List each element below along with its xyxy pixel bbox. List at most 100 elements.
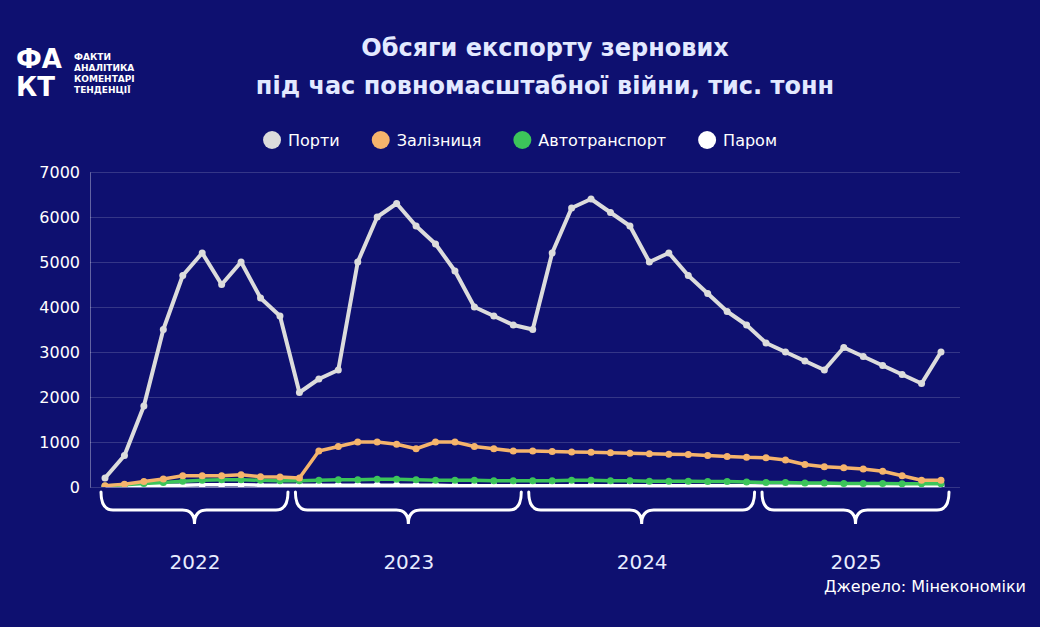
point: [490, 313, 497, 320]
grid-line: [90, 487, 960, 488]
year-brace: [295, 492, 521, 524]
point: [490, 477, 497, 484]
point: [860, 480, 867, 487]
point: [938, 349, 945, 356]
point: [782, 349, 789, 356]
point: [179, 472, 186, 479]
point: [276, 313, 283, 320]
y-tick: 5000: [39, 253, 960, 272]
point: [102, 483, 109, 487]
point: [413, 476, 420, 483]
point: [393, 476, 400, 483]
y-axis-line: [90, 173, 91, 488]
point: [218, 472, 225, 479]
grid-line: [90, 307, 960, 308]
point: [646, 450, 653, 457]
point: [451, 268, 458, 275]
series-group: [102, 196, 945, 482]
point: [160, 326, 167, 333]
point: [374, 476, 381, 483]
point: [102, 475, 109, 482]
series-line: [105, 199, 941, 478]
logo-mark: КТ: [16, 72, 55, 102]
y-tick: 2000: [39, 388, 960, 407]
y-tick: 3000: [39, 343, 960, 362]
grid-line: [90, 397, 960, 398]
point: [879, 480, 886, 487]
y-tick: 4000: [39, 298, 960, 317]
year-brace: [101, 492, 288, 524]
point: [529, 326, 536, 333]
legend-label: Порти: [288, 131, 340, 150]
point: [238, 471, 245, 478]
subtitle: під час повномасштабної війни, тис. тонн: [256, 72, 834, 100]
point: [685, 478, 692, 485]
x-axis-line: [106, 487, 942, 488]
point: [549, 448, 556, 455]
point: [315, 376, 322, 383]
point: [140, 478, 147, 485]
point: [626, 223, 633, 230]
point: [510, 448, 517, 455]
year-brace: [762, 492, 949, 524]
grid-line: [90, 217, 960, 218]
y-tick-label: 1000: [39, 433, 80, 452]
point: [840, 344, 847, 351]
point: [102, 483, 109, 487]
x-axis: 2022202320242025: [106, 487, 942, 574]
grid-line: [90, 262, 960, 263]
y-tick-label: 6000: [39, 208, 80, 227]
x-tick: 2023: [300, 487, 434, 574]
point: [529, 448, 536, 455]
point: [393, 441, 400, 448]
point: [704, 290, 711, 297]
point: [879, 362, 886, 369]
point: [801, 358, 808, 365]
y-tick-label: 4000: [39, 298, 80, 317]
point: [199, 250, 206, 257]
background: [0, 0, 1040, 627]
point: [354, 259, 361, 266]
point: [704, 478, 711, 485]
point: [724, 308, 731, 315]
series-line: [105, 485, 941, 487]
point: [646, 259, 653, 266]
legend: ПортиЗалізницяАвтотранспортПаром: [263, 131, 777, 150]
point: [821, 479, 828, 486]
chart-svg: Обсяги експорту зерновихпід час повномас…: [0, 0, 1040, 627]
point: [840, 464, 847, 471]
point: [743, 322, 750, 329]
x-tick: 2025: [767, 487, 882, 574]
point: [607, 209, 614, 216]
point: [335, 367, 342, 374]
point: [626, 450, 633, 457]
series-line: [105, 479, 941, 486]
point: [354, 439, 361, 446]
point: [335, 443, 342, 450]
point: [471, 477, 478, 484]
y-tick: 6000: [39, 208, 960, 227]
point: [451, 439, 458, 446]
point: [413, 223, 420, 230]
point: [432, 477, 439, 484]
point: [121, 452, 128, 459]
point: [860, 466, 867, 473]
legend-item: Порти: [263, 131, 340, 150]
y-tick-label: 7000: [39, 163, 80, 182]
point: [724, 453, 731, 460]
point: [374, 214, 381, 221]
legend-label: Автотранспорт: [538, 131, 666, 150]
point: [899, 371, 906, 378]
point: [121, 481, 128, 487]
point: [121, 481, 128, 487]
series-group: [102, 439, 945, 488]
legend-item: Залізниця: [372, 131, 482, 150]
point: [763, 454, 770, 461]
point: [879, 468, 886, 475]
grid-line: [90, 442, 960, 443]
point: [315, 477, 322, 484]
chart-root: Обсяги експорту зерновихпід час повномас…: [0, 0, 1040, 627]
point: [529, 477, 536, 484]
logo: ФАКТФАКТИАНАЛІТИКАКОМЕНТАРІТЕНДЕНЦІЇ: [16, 44, 135, 102]
source: Джерело: Мінекономіки: [824, 577, 1026, 596]
